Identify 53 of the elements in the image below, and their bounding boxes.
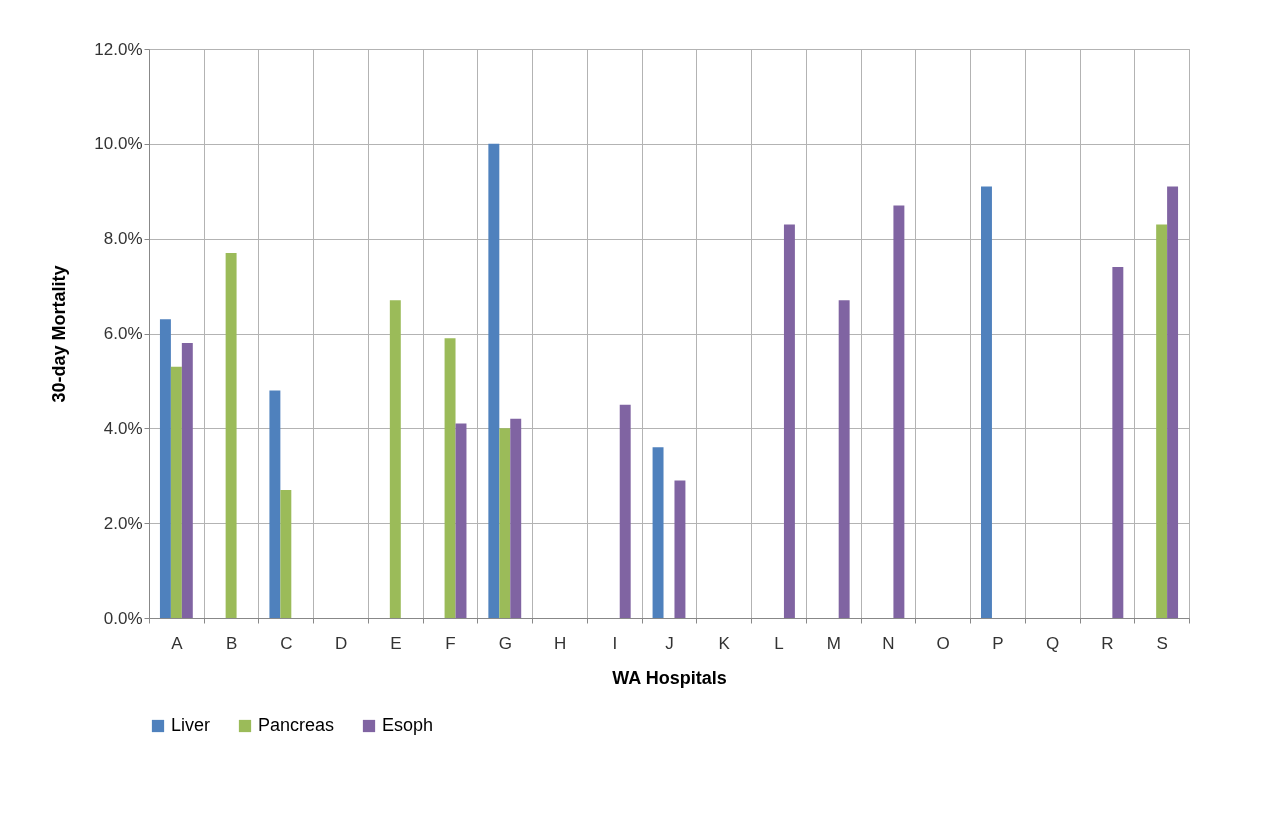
- x-axis-title: WA Hospitals: [612, 667, 727, 688]
- y-axis-title: 30-day Mortality: [49, 265, 70, 403]
- bar: [444, 338, 456, 618]
- x-tick-label: E: [390, 633, 402, 653]
- y-tick-label: 6.0%: [103, 324, 143, 343]
- y-tick-label: 0.0%: [103, 608, 143, 628]
- legend-label: Liver: [171, 715, 211, 735]
- bar: [170, 366, 182, 618]
- x-tick-label: P: [992, 633, 1004, 653]
- bar: [269, 390, 281, 618]
- x-tick-label: C: [280, 633, 293, 653]
- bar: [225, 252, 237, 618]
- bar: [499, 428, 511, 618]
- legend-label: Esoph: [382, 715, 434, 735]
- bar: [1167, 186, 1179, 618]
- x-tick-label: R: [1101, 633, 1114, 653]
- bar: [652, 447, 664, 618]
- x-tick-label: O: [936, 633, 950, 653]
- y-tick-label: 10.0%: [94, 134, 143, 154]
- x-tick-label: L: [774, 633, 784, 653]
- x-tick-label: J: [665, 633, 674, 653]
- x-tick-label: H: [553, 633, 567, 653]
- bar: [280, 489, 292, 618]
- x-tick-label: G: [498, 633, 512, 653]
- bar: [389, 300, 401, 618]
- y-tick-label: 8.0%: [103, 229, 143, 249]
- x-tick-label: S: [1156, 633, 1168, 653]
- x-tick-label: Q: [1046, 633, 1060, 653]
- bar: [783, 224, 795, 618]
- bar: [1112, 267, 1124, 618]
- x-tick-label: N: [882, 633, 895, 653]
- x-tick-label: D: [334, 633, 348, 653]
- x-tick-label: F: [445, 633, 456, 653]
- bar: [455, 423, 467, 618]
- y-tick-label: 4.0%: [103, 418, 143, 438]
- x-tick-label: I: [612, 633, 618, 653]
- bar: [619, 404, 631, 618]
- bar: [1156, 224, 1168, 618]
- bar: [838, 300, 850, 618]
- bar: [159, 319, 171, 618]
- x-tick-label: K: [718, 633, 731, 653]
- y-tick-label: 2.0%: [103, 513, 143, 533]
- bar: [510, 418, 522, 618]
- legend-label: Pancreas: [258, 715, 335, 735]
- bar: [893, 205, 905, 618]
- bar: [181, 342, 193, 618]
- bar: [981, 186, 992, 618]
- bar: [674, 480, 686, 618]
- y-tick-label: 12.0%: [94, 39, 143, 59]
- x-tick-label: M: [826, 633, 841, 653]
- x-tick-label: A: [171, 633, 184, 653]
- bar: [488, 143, 500, 618]
- x-tick-label: B: [225, 633, 238, 653]
